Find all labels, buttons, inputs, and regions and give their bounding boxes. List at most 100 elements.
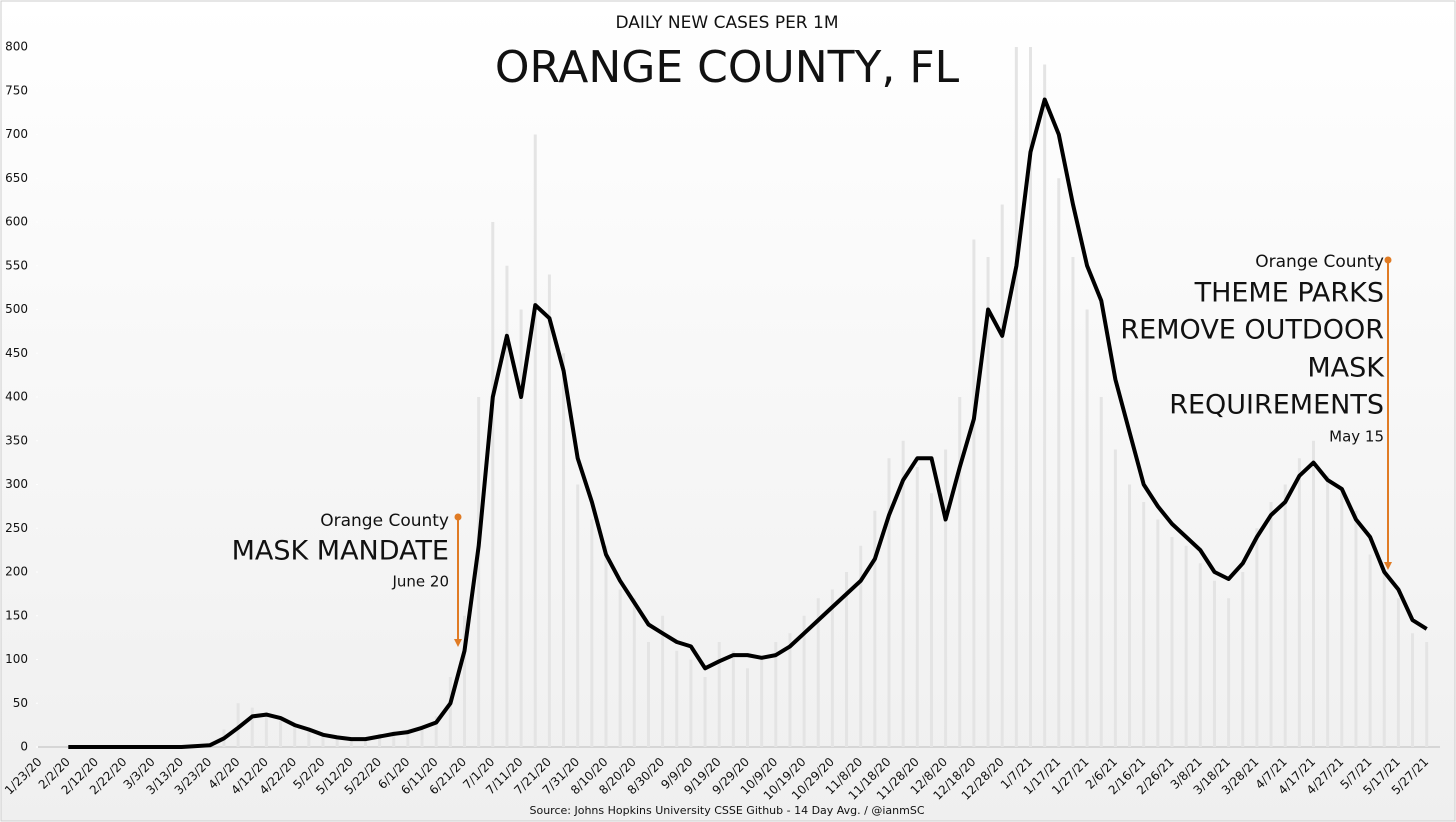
- y-tick-label: 300: [5, 477, 28, 491]
- daily-bar: [1425, 642, 1429, 747]
- daily-bar: [463, 615, 466, 747]
- y-tick-label: 750: [5, 83, 28, 97]
- daily-bar: [661, 615, 665, 747]
- chart-title: DAILY NEW CASES PER 1M: [615, 13, 838, 33]
- daily-bar: [1340, 493, 1344, 747]
- annotation-text: May 15: [1329, 428, 1384, 446]
- y-tick-label: 550: [5, 258, 28, 272]
- daily-bar: [859, 545, 863, 747]
- daily-bar: [562, 353, 566, 747]
- daily-bar: [1014, 47, 1018, 747]
- chart-subtitle: ORANGE COUNTY, FL: [495, 42, 960, 93]
- daily-bar: [250, 707, 254, 747]
- daily-bar: [1085, 309, 1089, 747]
- daily-bar: [746, 668, 749, 747]
- annotation-text: Orange County: [1255, 252, 1384, 272]
- daily-bar: [406, 729, 410, 747]
- daily-bar: [717, 642, 721, 747]
- y-tick-label: 150: [5, 608, 28, 622]
- y-tick-label: 650: [5, 171, 28, 185]
- daily-bar: [590, 519, 594, 747]
- daily-bar: [378, 733, 382, 747]
- daily-bar: [1000, 204, 1004, 747]
- y-tick-label: 250: [5, 521, 28, 535]
- daily-bar: [434, 716, 438, 747]
- daily-bar: [1312, 440, 1315, 747]
- y-tick-label: 350: [5, 433, 28, 447]
- daily-bar: [491, 222, 495, 747]
- daily-bar: [1297, 458, 1301, 747]
- avg-line: [68, 97, 1428, 749]
- daily-bar: [689, 659, 693, 747]
- daily-bar: [392, 731, 396, 747]
- daily-bar: [1382, 572, 1386, 747]
- daily-bar: [887, 458, 891, 747]
- daily-bar: [547, 274, 551, 747]
- daily-bar: [1354, 510, 1358, 747]
- annotation-arrowhead: [454, 639, 462, 647]
- daily-bar: [915, 467, 919, 747]
- daily-bar: [1057, 178, 1061, 747]
- daily-bar: [618, 589, 622, 747]
- daily-bar: [236, 703, 240, 747]
- source-note: Source: Johns Hopkins University CSSE Gi…: [529, 804, 924, 817]
- daily-bar: [1269, 502, 1273, 747]
- daily-bar: [1368, 554, 1372, 747]
- daily-bar: [264, 712, 268, 747]
- y-tick-label: 50: [13, 696, 28, 710]
- daily-bar: [675, 650, 679, 747]
- daily-bar: [1227, 598, 1231, 747]
- annotation-arrowhead: [1384, 562, 1392, 570]
- daily-bar: [1184, 545, 1188, 747]
- daily-bar: [1326, 475, 1330, 747]
- daily-bar: [731, 650, 735, 747]
- daily-bar: [519, 309, 523, 747]
- daily-bar: [1071, 257, 1075, 747]
- daily-bar: [1170, 537, 1174, 747]
- annotation-text: MASK MANDATE: [232, 536, 449, 567]
- daily-bar: [533, 134, 537, 747]
- y-tick-label: 700: [5, 127, 28, 141]
- daily-bar: [1029, 47, 1032, 747]
- daily-bar: [321, 733, 325, 747]
- daily-bar: [448, 677, 452, 747]
- daily-bar: [1099, 397, 1103, 747]
- daily-bar: [929, 493, 933, 747]
- daily-bar: [802, 615, 806, 747]
- daily-bar: [788, 633, 792, 747]
- daily-bar: [477, 397, 481, 747]
- daily-bar: [1043, 64, 1047, 747]
- daily-bar: [944, 449, 948, 747]
- annotation-text: THEME PARKS: [1194, 278, 1384, 309]
- daily-bar: [349, 740, 353, 747]
- annotation-text: REMOVE OUTDOOR: [1120, 315, 1384, 346]
- y-tick-label: 600: [5, 215, 28, 229]
- daily-bar: [307, 729, 311, 747]
- daily-bar: [505, 265, 509, 747]
- daily-bar: [279, 720, 283, 747]
- annotation-dot: [454, 513, 462, 521]
- y-tick-label: 500: [5, 302, 28, 316]
- daily-bar: [604, 545, 608, 747]
- daily-bar: [335, 738, 339, 747]
- daily-bar: [1142, 502, 1146, 747]
- daily-bar: [363, 738, 367, 747]
- daily-bar: [576, 484, 580, 747]
- daily-bar: [816, 598, 820, 747]
- daily-bar: [1198, 563, 1202, 747]
- daily-bar: [1113, 449, 1117, 747]
- daily-bar: [293, 725, 297, 747]
- y-tick-label: 0: [20, 740, 28, 754]
- daily-bar: [1255, 528, 1259, 747]
- daily-bar: [760, 659, 764, 747]
- daily-bar: [1396, 598, 1400, 747]
- daily-bar: [632, 598, 636, 747]
- y-tick-label: 400: [5, 390, 28, 404]
- daily-bar: [1212, 580, 1216, 747]
- daily-bar: [958, 397, 962, 747]
- daily-bar: [1128, 484, 1132, 747]
- annotation-text: MASK: [1307, 353, 1385, 384]
- y-tick-label: 450: [5, 346, 28, 360]
- daily-bar: [901, 440, 905, 747]
